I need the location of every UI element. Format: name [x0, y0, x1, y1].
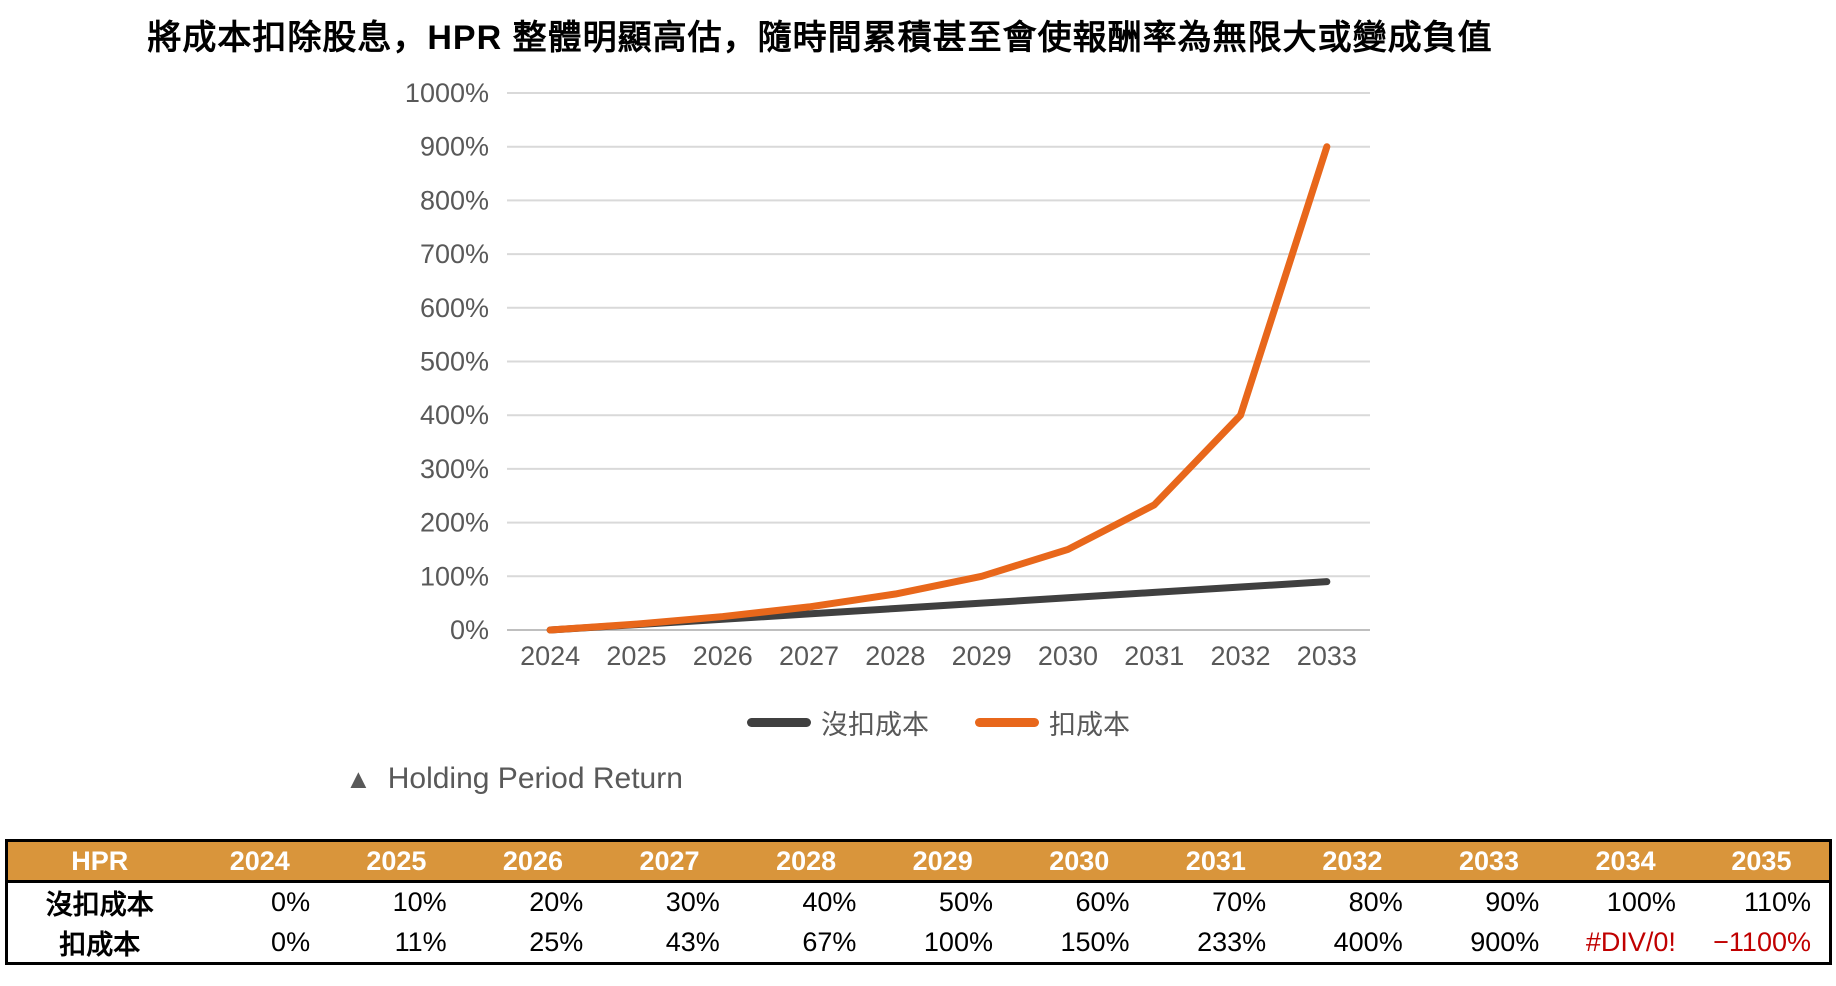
y-axis-tick-label: 200%: [420, 508, 489, 538]
table-value-cell: 50%: [938, 887, 993, 918]
y-axis-tick-label: 400%: [420, 400, 489, 430]
table-header-cell: 2029: [874, 840, 1011, 883]
y-axis-tick-label: 600%: [420, 293, 489, 323]
x-axis-tick-label: 2024: [520, 641, 580, 671]
y-axis-tick-label: 300%: [420, 454, 489, 484]
x-axis-tick-label: 2032: [1211, 641, 1271, 671]
legend-label: 沒扣成本: [821, 710, 929, 740]
y-axis-tick-label: 1000%: [405, 78, 489, 108]
table-value-cell: 233%: [1197, 926, 1267, 957]
triangle-marker-icon: ▲: [345, 763, 372, 794]
chart-legend: 沒扣成本 扣成本: [507, 703, 1370, 742]
table-header-cell: 2031: [1147, 840, 1285, 883]
table-value-cell: 70%: [1212, 887, 1267, 918]
chart-plot-area: 0% 100% 200% 300% 400% 500% 600% 700% 800% 900% 10…: [405, 78, 1370, 671]
y-axis-tick-label: 700%: [420, 239, 489, 269]
table-value-cell: 110%: [1743, 887, 1811, 918]
table-value-cell: 30%: [665, 887, 720, 918]
table-value-cell: 90%: [1485, 887, 1540, 918]
x-axis-tick-label: 2028: [865, 641, 925, 671]
table-value-cell: 43%: [665, 926, 720, 957]
legend-item: 沒扣成本: [747, 703, 929, 742]
table-value-cell: 80%: [1348, 887, 1403, 918]
chart-caption: ▲ Holding Period Return: [345, 762, 683, 796]
table-value-cell: −1100%: [1713, 926, 1811, 957]
table-value-cell: 400%: [1333, 926, 1403, 957]
table-header-cell: 2035: [1693, 840, 1831, 883]
legend-label: 扣成本: [1049, 710, 1130, 740]
table-header-cell: 2025: [328, 840, 465, 883]
hpr-table-body: 沒扣成本 0% 10% 20% 30% 40% 50% 60% 70% 80% 90% 100% 110…: [7, 882, 1831, 964]
x-axis-tick-label: 2026: [693, 641, 753, 671]
y-axis-tick-label: 900%: [420, 132, 489, 162]
y-axis-tick-label: 500%: [420, 347, 489, 377]
y-axis-tick-label: 0%: [450, 615, 489, 645]
legend-item: 扣成本: [975, 703, 1130, 742]
table-value-cell: 0%: [271, 926, 311, 957]
table-row: 沒扣成本 0% 10% 20% 30% 40% 50% 60% 70% 80% 90% 100% 110…: [7, 882, 1831, 923]
x-axis-tick-label: 2033: [1297, 641, 1357, 671]
row-label-cell: 扣成本: [59, 929, 141, 960]
y-axis-tick-label: 100%: [420, 561, 489, 591]
table-value-cell: 60%: [1075, 887, 1130, 918]
x-axis-tick-label: 2031: [1124, 641, 1184, 671]
table-header-cell: HPR: [6, 840, 192, 883]
table-value-cell: 100%: [1606, 887, 1676, 918]
table-value-cell: 11%: [394, 926, 447, 957]
table-value-cell: 25%: [529, 926, 584, 957]
table-header-cell: 2024: [191, 840, 329, 883]
table-header-cell: 2032: [1284, 840, 1421, 883]
table-value-cell: 900%: [1470, 926, 1540, 957]
table-header-cell: 2030: [1010, 840, 1148, 883]
table-header-cell: 2028: [737, 840, 875, 883]
x-axis-tick-label: 2030: [1038, 641, 1098, 671]
table-value-cell: 150%: [1060, 926, 1130, 957]
table-header-cell: 2027: [601, 840, 738, 883]
x-axis-tick-label: 2029: [952, 641, 1012, 671]
table-header-cell: 2033: [1420, 840, 1558, 883]
table-value-cell: 40%: [802, 887, 857, 918]
legend-line-swatch-icon: [975, 718, 1039, 727]
table-value-cell: 67%: [802, 926, 857, 957]
hpr-table-header: HPR 2024 2025 2026 2027 2028 2029 2030 2031 2032 2…: [6, 840, 1831, 883]
table-header-row: HPR 2024 2025 2026 2027 2028 2029 2030 2031 2032 2…: [6, 840, 1831, 883]
table-value-cell: 20%: [529, 887, 584, 918]
hpr-table: HPR 2024 2025 2026 2027 2028 2029 2030 2031 2032 2…: [5, 839, 1832, 965]
page-title: 將成本扣除股息，HPR 整體明顯高估，隨時間累積甚至會使報酬率為無限大或變成負值: [147, 19, 1493, 57]
table-value-cell: 0%: [271, 887, 311, 918]
series-line-扣成本: [546, 143, 1331, 634]
x-axis-tick-label: 2025: [606, 641, 666, 671]
legend-line-swatch-icon: [747, 718, 811, 727]
table-row: 扣成本 0% 11% 25% 43% 67% 100% 150% 233% 400% 900% #DI…: [7, 923, 1831, 964]
table-value-cell: 10%: [392, 887, 447, 918]
y-axis-tick-label: 800%: [420, 185, 489, 215]
caption-text: Holding Period Return: [387, 762, 683, 795]
row-label-cell: 沒扣成本: [45, 890, 154, 921]
table-value-cell: #DIV/0!: [1585, 926, 1676, 957]
table-value-cell: 100%: [923, 926, 993, 957]
table-header-cell: 2034: [1557, 840, 1694, 883]
x-axis-tick-label: 2027: [779, 641, 839, 671]
table-header-cell: 2026: [464, 840, 602, 883]
